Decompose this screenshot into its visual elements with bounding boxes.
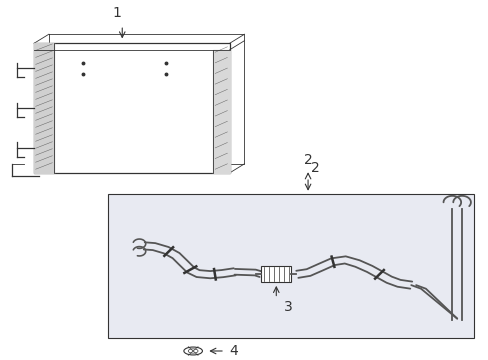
Ellipse shape <box>188 349 198 353</box>
Text: 4: 4 <box>228 344 237 358</box>
Text: 2: 2 <box>310 161 319 175</box>
Text: 3: 3 <box>284 300 292 314</box>
Text: 2: 2 <box>303 153 312 167</box>
Bar <box>107 194 473 338</box>
Text: 1: 1 <box>113 6 122 20</box>
Bar <box>261 266 291 282</box>
Polygon shape <box>34 43 54 173</box>
Polygon shape <box>34 43 229 173</box>
Ellipse shape <box>183 347 202 355</box>
Polygon shape <box>212 50 229 173</box>
